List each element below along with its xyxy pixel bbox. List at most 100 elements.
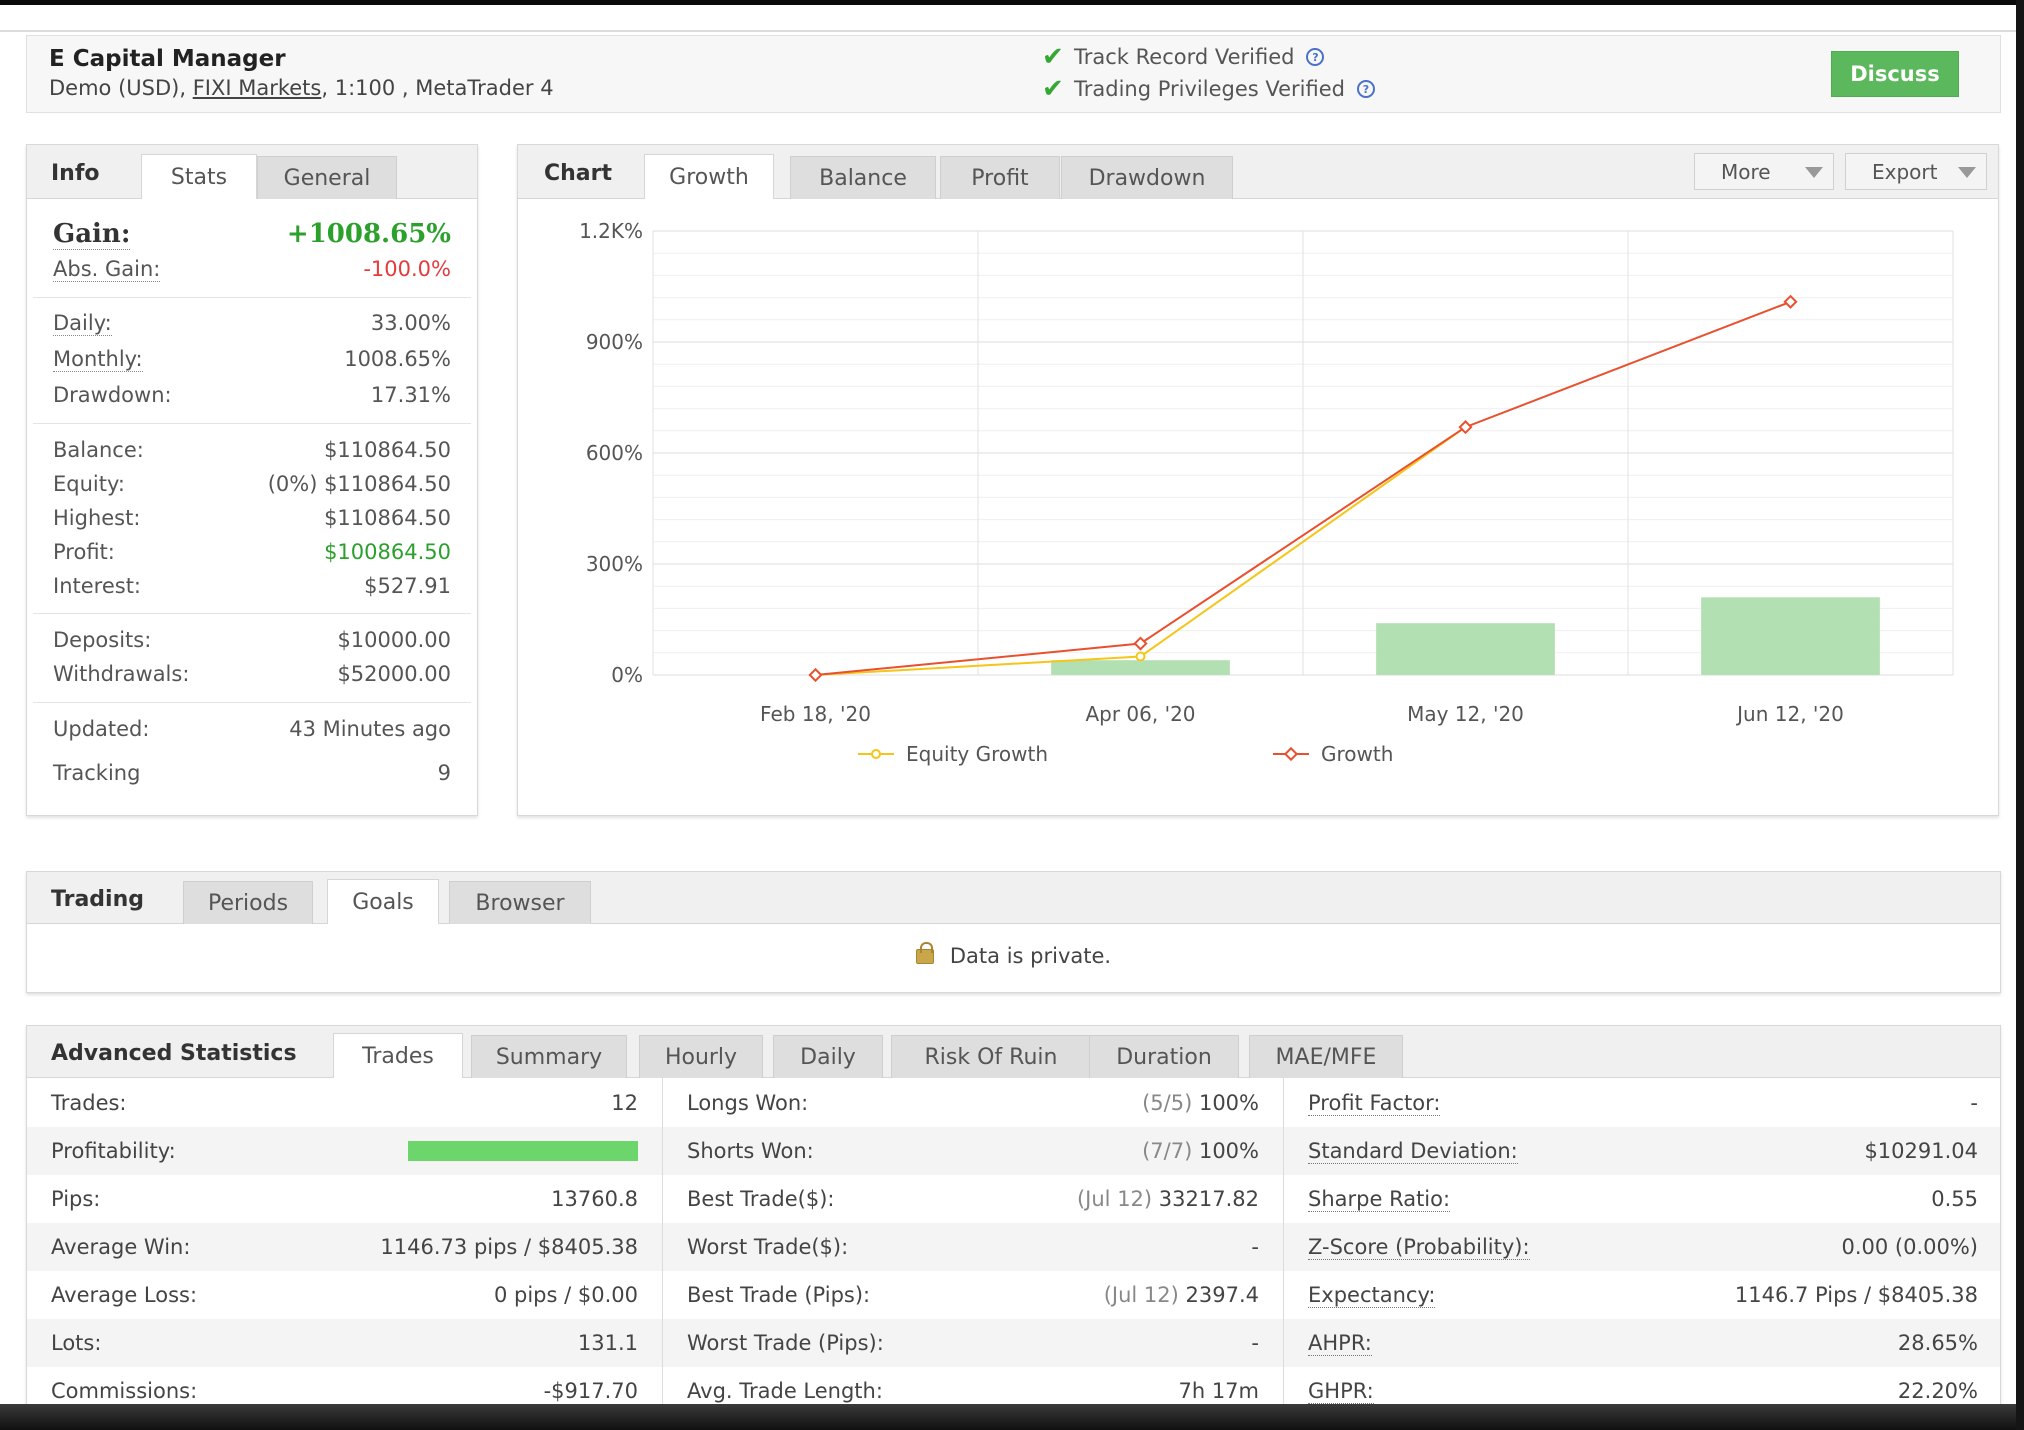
chart-lines	[808, 294, 1798, 683]
stat-label[interactable]: Expectancy:	[1308, 1282, 1436, 1308]
broker-link[interactable]: FIXI Markets	[192, 76, 322, 100]
legend-marker	[1283, 746, 1299, 762]
tab-risk-of-ruin[interactable]: Risk Of Ruin	[891, 1035, 1091, 1078]
discuss-button[interactable]: Discuss	[1831, 51, 1959, 97]
stat-label: Pips:	[51, 1187, 101, 1211]
stat-value: 7h 17m	[1178, 1379, 1259, 1403]
deposits-value: $10000.00	[337, 628, 451, 652]
equity-row: Equity: (0%) $110864.50	[53, 472, 451, 496]
stat-label: Shorts Won:	[687, 1139, 814, 1163]
stat-value: 100%	[1198, 1139, 1259, 1163]
tab-duration[interactable]: Duration	[1089, 1035, 1239, 1078]
stat-label[interactable]: Z-Score (Probability):	[1308, 1234, 1530, 1260]
daily-value: 33.00%	[370, 311, 451, 335]
tab-hourly[interactable]: Hourly	[639, 1035, 763, 1078]
equity-value: (0%) $110864.50	[267, 472, 451, 496]
tab-goals[interactable]: Goals	[327, 879, 439, 924]
legend-label: Growth	[1321, 742, 1393, 766]
chart-bar	[1701, 597, 1880, 675]
tab-stats[interactable]: Stats	[141, 154, 257, 199]
interest-value: $527.91	[364, 574, 451, 598]
stat-label[interactable]: AHPR:	[1308, 1330, 1372, 1356]
tracking-value: 9	[437, 761, 451, 785]
deposits-row: Deposits: $10000.00	[53, 628, 451, 652]
advanced-statistics-panel: Advanced Statistics Trades Summary Hourl…	[26, 1025, 2001, 1405]
more-dropdown[interactable]: More	[1694, 153, 1834, 190]
account-details: , 1:100 , MetaTrader 4	[321, 76, 554, 100]
stat-detail: (5/5)	[1142, 1091, 1193, 1115]
tab-periods[interactable]: Periods	[183, 881, 313, 924]
stat-label[interactable]: Standard Deviation:	[1308, 1138, 1518, 1164]
stat-standard-deviation: Standard Deviation: $10291.04	[1284, 1127, 2000, 1175]
stat-label: Lots:	[51, 1331, 102, 1355]
tab-chart[interactable]: Chart	[544, 161, 613, 186]
column-divider	[662, 1071, 663, 1404]
profit-value: $100864.50	[324, 540, 451, 564]
tab-trades[interactable]: Trades	[333, 1033, 463, 1078]
account-subtitle: Demo (USD), FIXI Markets, 1:100 , MetaTr…	[49, 76, 554, 100]
abs-gain-row: Abs. Gain: -100.0%	[53, 257, 451, 282]
stat-best-trade-usd: Best Trade($): (Jul 12) 33217.82	[663, 1175, 1283, 1223]
updated-label: Updated:	[53, 717, 150, 741]
stat-shorts-won: Shorts Won: (7/7) 100%	[663, 1127, 1283, 1175]
export-dropdown[interactable]: Export	[1845, 153, 1987, 190]
highest-row: Highest: $110864.50	[53, 506, 451, 530]
stat-lots: Lots: 131.1	[27, 1319, 662, 1367]
chart-legend: Equity Growth Growth	[858, 742, 1393, 766]
stat-value: 28.65%	[1897, 1331, 1978, 1355]
tab-mae-mfe[interactable]: MAE/MFE	[1249, 1035, 1403, 1078]
chart-labels: 0% 300% 600% 900% 1.2K% Feb 18, '20 Apr 06, '2…	[579, 219, 1844, 726]
interest-row: Interest: $527.91	[53, 574, 451, 598]
stat-label[interactable]: Profit Factor:	[1308, 1090, 1441, 1116]
equity-label: Equity:	[53, 472, 125, 496]
account-type: Demo (USD),	[49, 76, 187, 100]
help-icon[interactable]: ?	[1306, 48, 1325, 66]
check-icon: ✔	[1042, 42, 1064, 72]
drawdown-row: Drawdown: 17.31%	[53, 383, 451, 407]
x-tick-label: Apr 06, '20	[1085, 702, 1195, 726]
legend-label: Equity Growth	[906, 742, 1048, 766]
stat-value: 13760.8	[551, 1187, 638, 1211]
monthly-value: 1008.65%	[344, 347, 451, 371]
check-icon: ✔	[1042, 74, 1064, 104]
deposits-label: Deposits:	[53, 628, 152, 652]
lock-icon	[915, 942, 934, 964]
y-tick-label: 0%	[611, 663, 643, 687]
withdrawals-row: Withdrawals: $52000.00	[53, 662, 451, 686]
tab-summary[interactable]: Summary	[471, 1035, 627, 1078]
stat-label: Commissions:	[51, 1379, 198, 1403]
stat-label[interactable]: Sharpe Ratio:	[1308, 1186, 1451, 1212]
tab-balance[interactable]: Balance	[790, 156, 936, 199]
tab-browser[interactable]: Browser	[449, 881, 591, 924]
stat-label: Profitability:	[51, 1139, 176, 1163]
stat-detail: (7/7)	[1142, 1139, 1193, 1163]
y-tick-label: 600%	[586, 441, 643, 465]
stat-detail: (Jul 12)	[1103, 1283, 1179, 1307]
stat-value: $10291.04	[1864, 1139, 1978, 1163]
tab-daily[interactable]: Daily	[773, 1035, 883, 1078]
help-icon[interactable]: ?	[1356, 80, 1375, 98]
window-bottom-bar	[0, 1404, 2024, 1430]
growth-chart: 0% 300% 600% 900% 1.2K% Feb 18, '20 Apr 06, '2…	[579, 219, 1954, 766]
stat-value: 12	[611, 1091, 638, 1115]
trading-privileges-label: Trading Privileges Verified	[1074, 77, 1345, 101]
tab-general[interactable]: General	[257, 156, 397, 199]
info-tabbar: Info Stats General	[27, 145, 477, 199]
tab-trading[interactable]: Trading	[51, 887, 144, 912]
tab-drawdown[interactable]: Drawdown	[1061, 156, 1233, 199]
tab-info[interactable]: Info	[51, 161, 100, 186]
chart-tabbar: Chart Growth Balance Profit Drawdown Mor…	[518, 145, 1998, 199]
stat-average-win: Average Win: 1146.73 pips / $8405.38	[27, 1223, 662, 1271]
tab-profit[interactable]: Profit	[940, 156, 1060, 199]
stat-label[interactable]: GHPR:	[1308, 1378, 1374, 1404]
tab-growth[interactable]: Growth	[644, 154, 774, 199]
column-divider	[1283, 1071, 1284, 1404]
x-tick-label: Jun 12, '20	[1735, 702, 1844, 726]
stat-value: 0.00 (0.00%)	[1841, 1235, 1978, 1259]
x-tick-label: Feb 18, '20	[760, 702, 871, 726]
y-tick-label: 900%	[586, 330, 643, 354]
chart-panel: Chart Growth Balance Profit Drawdown Mor…	[517, 144, 1999, 816]
stat-expectancy: Expectancy: 1146.7 Pips / $8405.38	[1284, 1271, 2000, 1319]
stat-sharpe-ratio: Sharpe Ratio: 0.55	[1284, 1175, 2000, 1223]
tab-advanced-statistics[interactable]: Advanced Statistics	[51, 1041, 297, 1066]
